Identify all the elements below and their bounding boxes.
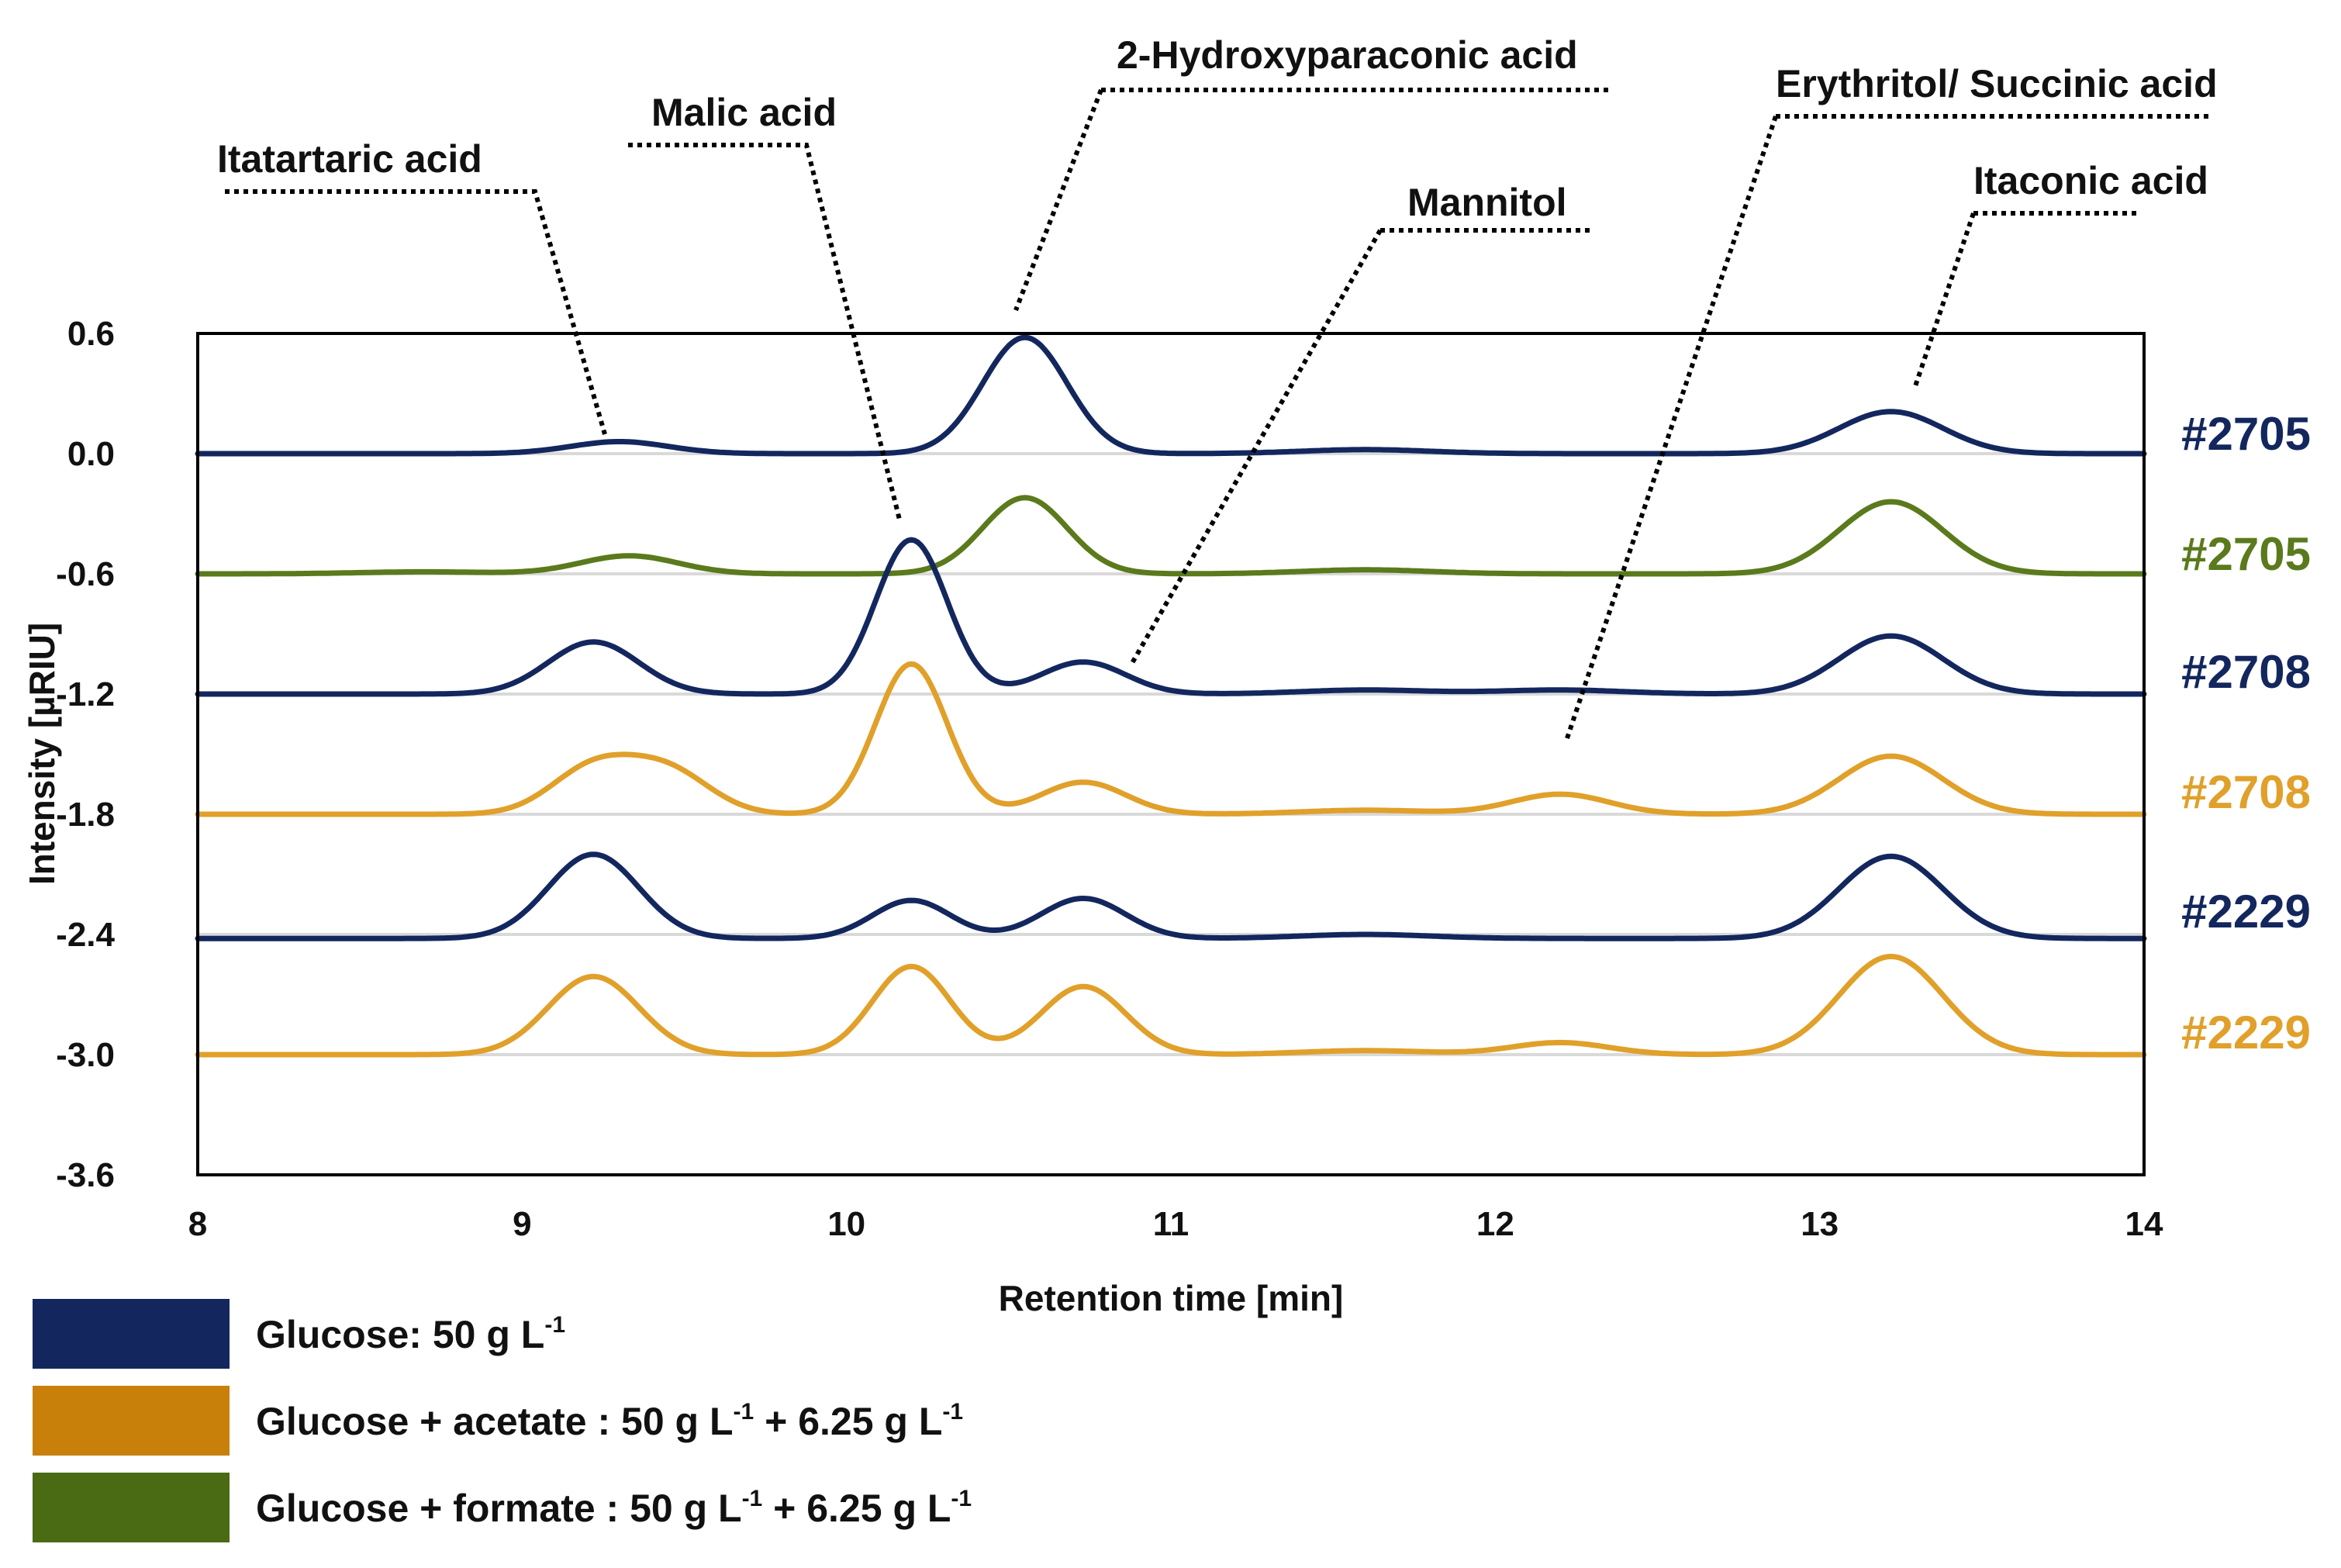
series-label: #2708 <box>2181 646 2311 698</box>
y-tick-label: 0.6 <box>67 315 115 353</box>
annotation-leader <box>628 143 902 520</box>
series-label: #2705 <box>2181 408 2311 460</box>
y-tick-label: -3.0 <box>56 1036 115 1074</box>
annotation-leader <box>225 189 607 435</box>
y-axis-title: Intensity [µRIU] <box>22 623 62 885</box>
x-tick-label: 11 <box>1153 1205 1189 1243</box>
series-label: #2229 <box>2181 886 2311 938</box>
trace-2708-glucose <box>195 537 2147 697</box>
series-labels: #2705 #2705 #2708 #2708 #2229 #2229 <box>2181 408 2311 1059</box>
annotation-label: Mannitol <box>1407 181 1567 224</box>
series-label: #2229 <box>2181 1007 2311 1059</box>
x-tick-label: 8 <box>188 1205 207 1243</box>
legend: Glucose: 50 g L-1 Glucose + acetate : 50 … <box>33 1299 972 1542</box>
series-label: #2708 <box>2181 766 2311 818</box>
y-tick-label: -3.6 <box>56 1156 115 1194</box>
x-tick-label: 13 <box>1801 1205 1839 1243</box>
trace-2229-glucose <box>195 851 2147 941</box>
y-tick-label: -1.2 <box>56 675 115 713</box>
legend-swatch <box>33 1386 230 1456</box>
peak-annotations: Itatartaric acid Malic acid 2-Hydroxyparac… <box>217 33 2218 741</box>
annotation-leader <box>1130 228 1590 665</box>
trace-2708-acetate <box>195 661 2147 817</box>
annotation-label: Malic acid <box>651 91 837 134</box>
y-tick-label: -0.6 <box>56 555 115 593</box>
x-tick-label: 10 <box>827 1205 865 1243</box>
trace-2705-glucose <box>195 334 2147 457</box>
y-tick-label: 0.0 <box>67 435 115 473</box>
y-tick-label: -2.4 <box>56 916 115 954</box>
y-tick-label: -1.8 <box>56 796 115 834</box>
annotation-leader <box>1013 88 1613 312</box>
annotation-leader <box>1913 211 2140 387</box>
x-tick-label: 14 <box>2125 1205 2163 1243</box>
x-axis-ticks: 8 9 10 11 12 13 14 <box>188 1205 2163 1243</box>
trace-2705-formate <box>195 495 2147 577</box>
x-axis-title: Retention time [min] <box>999 1278 1344 1318</box>
annotation-leader <box>1564 114 2210 741</box>
legend-label: Glucose: 50 g L-1 <box>256 1312 565 1356</box>
legend-swatch <box>33 1473 230 1542</box>
legend-label: Glucose + acetate : 50 g L-1 + 6.25 g L-… <box>256 1399 963 1443</box>
annotation-label: Itaconic acid <box>1973 159 2208 202</box>
plot-frame <box>196 332 2146 1176</box>
x-tick-label: 12 <box>1476 1205 1514 1243</box>
trace-2229-acetate <box>195 953 2147 1058</box>
series-label: #2705 <box>2181 528 2311 580</box>
legend-label: Glucose + formate : 50 g L-1 + 6.25 g L-… <box>256 1486 972 1530</box>
y-axis-ticks: 0.6 0.0 -0.6 -1.2 -1.8 -2.4 -3.0 -3.6 <box>56 315 115 1194</box>
x-tick-label: 9 <box>513 1205 531 1243</box>
legend-swatch <box>33 1299 230 1369</box>
traces <box>195 334 2147 1058</box>
annotation-label: Erythritol/ Succinic acid <box>1776 62 2218 105</box>
annotation-label: 2-Hydroxyparaconic acid <box>1117 33 1578 77</box>
annotation-label: Itatartaric acid <box>217 137 482 181</box>
